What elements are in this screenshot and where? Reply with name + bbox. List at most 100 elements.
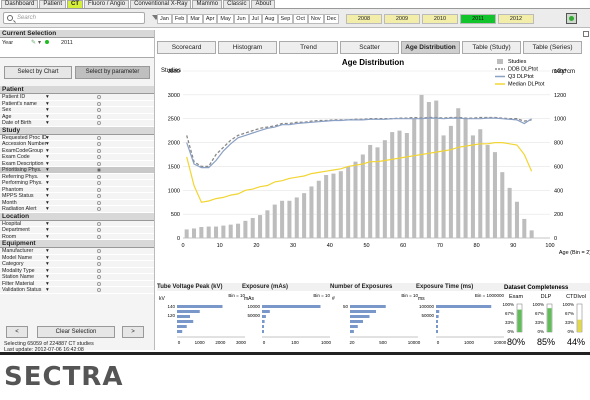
radio-icon[interactable] bbox=[97, 101, 101, 106]
month-jan[interactable]: Jan bbox=[157, 14, 172, 24]
radio-icon[interactable] bbox=[97, 249, 101, 253]
bar[interactable] bbox=[184, 229, 189, 238]
chevron-down-icon[interactable] bbox=[152, 15, 160, 20]
param-row[interactable]: Patient's name ▾ bbox=[0, 100, 154, 107]
search-input[interactable]: Search bbox=[17, 15, 37, 21]
param-row[interactable]: Model Name ▾ bbox=[0, 255, 154, 261]
bar[interactable] bbox=[316, 180, 321, 238]
radio-icon[interactable] bbox=[97, 142, 101, 146]
param-row[interactable]: Radiation Alert ▾ bbox=[0, 206, 154, 213]
bar[interactable] bbox=[272, 204, 277, 238]
series-line[interactable] bbox=[186, 117, 532, 169]
tab-about[interactable]: About bbox=[251, 0, 276, 8]
chart-tab-scatter[interactable]: Scatter bbox=[340, 41, 399, 54]
year-2008[interactable]: 2008 bbox=[346, 14, 382, 24]
bar[interactable] bbox=[360, 154, 365, 239]
param-row[interactable]: Performing Phys. ▾ bbox=[0, 180, 154, 187]
dropdown-icon[interactable]: ▾ bbox=[46, 193, 49, 199]
bar[interactable] bbox=[214, 226, 219, 238]
bar[interactable] bbox=[258, 215, 263, 238]
bar[interactable] bbox=[221, 225, 226, 238]
month-jul[interactable]: Jul bbox=[248, 14, 262, 24]
mini-bar[interactable] bbox=[436, 325, 438, 328]
dropdown-icon[interactable]: ▾ bbox=[46, 261, 49, 267]
bar[interactable] bbox=[191, 228, 197, 238]
dropdown-icon[interactable]: ▾ bbox=[46, 199, 49, 206]
mini-bar[interactable] bbox=[262, 310, 270, 313]
tab-mammo[interactable]: Mammo bbox=[192, 0, 223, 8]
select-by-parameter-button[interactable]: Select by parameter bbox=[75, 66, 150, 79]
select-by-chart-button[interactable]: Select by Chart bbox=[4, 66, 72, 79]
tab-patient[interactable]: Patient bbox=[39, 0, 67, 8]
bar[interactable] bbox=[302, 193, 307, 238]
dropdown-icon[interactable]: ▾ bbox=[46, 267, 49, 274]
bar[interactable] bbox=[375, 147, 380, 238]
maximize-icon[interactable] bbox=[583, 31, 589, 37]
dropdown-icon[interactable]: ▾ bbox=[46, 134, 49, 141]
dropdown-icon[interactable]: ▾ bbox=[46, 113, 49, 120]
mini-bar[interactable] bbox=[436, 310, 440, 313]
mini-bar[interactable] bbox=[436, 305, 492, 308]
radio-icon[interactable] bbox=[97, 148, 101, 153]
radio-icon[interactable] bbox=[97, 194, 101, 198]
dropdown-icon[interactable]: ▾ bbox=[46, 233, 49, 240]
param-row[interactable]: Phantom ▾ bbox=[0, 186, 154, 193]
bar[interactable] bbox=[412, 118, 417, 238]
radio-icon[interactable] bbox=[97, 181, 101, 185]
next-button[interactable]: > bbox=[122, 326, 144, 338]
bar[interactable] bbox=[441, 135, 446, 238]
mini-bar[interactable] bbox=[350, 320, 363, 323]
mini-bar[interactable] bbox=[350, 305, 386, 308]
bar[interactable] bbox=[448, 125, 453, 238]
param-row[interactable]: Patient ID ▾ bbox=[0, 94, 154, 101]
dropdown-icon[interactable]: ▾ bbox=[46, 287, 49, 293]
dropdown-icon[interactable]: ▾ bbox=[38, 40, 42, 46]
dropdown-icon[interactable]: ▾ bbox=[46, 206, 49, 212]
bar[interactable] bbox=[514, 201, 519, 238]
bar[interactable] bbox=[434, 100, 439, 238]
bar[interactable] bbox=[236, 223, 241, 238]
dropdown-icon[interactable]: ▾ bbox=[46, 154, 49, 160]
dropdown-icon[interactable]: ▾ bbox=[46, 141, 49, 147]
param-row[interactable]: Station Name ▾ bbox=[0, 274, 154, 281]
bar[interactable] bbox=[250, 217, 255, 238]
dropdown-icon[interactable]: ▾ bbox=[46, 167, 49, 173]
radio-icon[interactable] bbox=[97, 121, 101, 125]
month-dec[interactable]: Dec bbox=[323, 14, 340, 24]
param-row[interactable]: Sex ▾ bbox=[0, 107, 154, 114]
param-row[interactable]: Referring Phys. ▾ bbox=[0, 174, 154, 180]
bar[interactable] bbox=[404, 133, 409, 238]
mini-bar[interactable] bbox=[177, 305, 223, 308]
param-row[interactable]: Age ▾ bbox=[0, 113, 154, 120]
radio-icon[interactable] bbox=[97, 161, 101, 166]
param-row[interactable]: Date of Birth ▾ bbox=[0, 120, 154, 127]
prev-button[interactable]: < bbox=[6, 326, 28, 338]
param-row[interactable]: MPPS Status ▾ bbox=[0, 193, 154, 200]
bar[interactable] bbox=[346, 166, 351, 238]
radio-icon[interactable] bbox=[97, 262, 101, 266]
year-2009[interactable]: 2009 bbox=[384, 14, 420, 24]
bar[interactable] bbox=[368, 144, 373, 238]
mini-bar[interactable] bbox=[262, 330, 264, 333]
bar[interactable] bbox=[419, 94, 424, 238]
bar[interactable] bbox=[470, 135, 475, 238]
bar[interactable] bbox=[485, 144, 490, 238]
bar[interactable] bbox=[507, 187, 512, 238]
param-row[interactable]: Room ▾ bbox=[0, 233, 154, 240]
dropdown-icon[interactable]: ▾ bbox=[46, 100, 49, 107]
dropdown-icon[interactable]: ▾ bbox=[46, 186, 49, 193]
month-apr[interactable]: Apr bbox=[202, 14, 218, 24]
radio-icon[interactable] bbox=[97, 200, 101, 205]
radio-icon[interactable] bbox=[97, 187, 101, 192]
bar[interactable] bbox=[294, 197, 299, 238]
bar[interactable] bbox=[522, 218, 527, 238]
param-row[interactable]: Modality Type ▾ bbox=[0, 267, 154, 274]
tab-classic[interactable]: Classic bbox=[223, 0, 251, 8]
bar[interactable] bbox=[500, 172, 505, 238]
mini-bar[interactable] bbox=[436, 315, 439, 318]
radio-icon[interactable] bbox=[97, 275, 101, 279]
lock-icon[interactable]: ✎ bbox=[31, 40, 37, 46]
mini-bar[interactable] bbox=[350, 330, 354, 333]
radio-icon[interactable] bbox=[97, 281, 101, 286]
chart-tab-table-study-[interactable]: Table (Study) bbox=[462, 41, 521, 54]
